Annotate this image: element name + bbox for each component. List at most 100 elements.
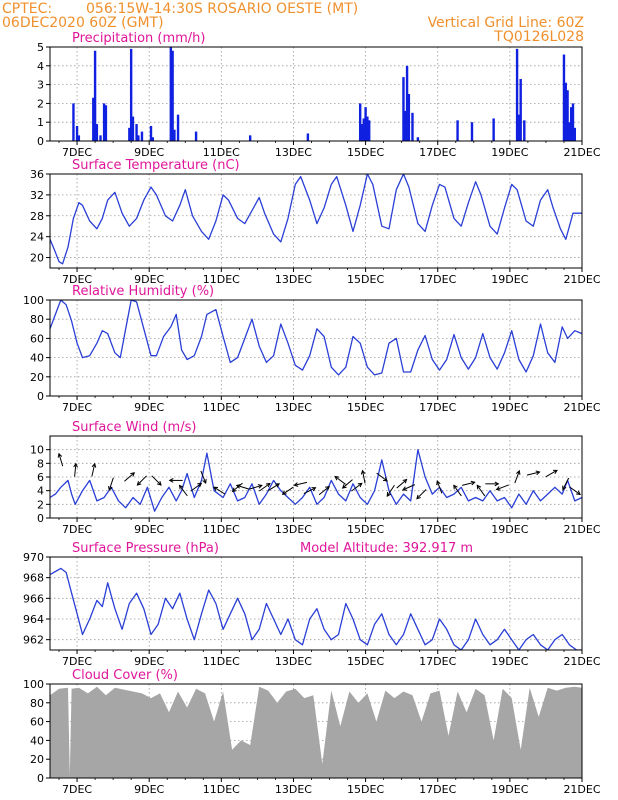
precip-bar: [566, 90, 569, 141]
temp-panel: Surface Temperature (nC) 20 24 28 32 36 7DEC 9D…: [30, 158, 601, 286]
precip-bar: [358, 103, 362, 141]
wind-ytick-label: 8: [37, 457, 44, 470]
cloud-ytick-label: 80: [30, 697, 44, 710]
precip-bar: [569, 107, 573, 141]
rh-ytick-label: 20: [30, 371, 44, 384]
wind-plot: [50, 449, 582, 512]
precip-bar: [362, 118, 365, 141]
rh-xtick-label: 13DEC: [275, 401, 312, 414]
rh-ytick-label: 0: [37, 390, 44, 403]
temp-ytick-label: 32: [30, 189, 44, 202]
cloud-xtick-label: 21DEC: [563, 783, 600, 796]
precip-bar: [405, 65, 409, 141]
wind-arrow: [386, 484, 395, 497]
wind-arrow: [168, 478, 183, 483]
precip-bar: [470, 122, 474, 141]
rh-panel: Relative Humidity (%) 0 20 40 60 80 100 7DEC 9DE…: [23, 284, 601, 414]
wind-arrow: [73, 462, 78, 477]
wind-arrow: [514, 469, 521, 484]
wind-arrow: [91, 462, 97, 477]
temp-ytick-label: 28: [30, 210, 44, 223]
cloud-ytick-label: 20: [30, 753, 44, 766]
pressure-xtick-label: 21DEC: [563, 655, 600, 668]
precip-ytick-label: 4: [37, 60, 44, 73]
header-date: 06DEC2020 60Z (GMT): [2, 15, 164, 31]
precip-ytick-label: 2: [37, 97, 44, 110]
wind-arrow: [341, 479, 353, 489]
wind-arrow: [396, 478, 408, 489]
header-grid-note: Vertical Grid Line: 60Z: [427, 15, 584, 31]
precip-xtick-label: 19DEC: [491, 146, 528, 159]
precip-bar: [169, 47, 173, 141]
wind-arrow: [526, 470, 541, 476]
wind-arrow: [235, 484, 250, 490]
wind-arrow: [57, 452, 64, 467]
rh-xtick-label: 19DEC: [491, 401, 528, 414]
wind-ytick-label: 0: [37, 512, 44, 525]
precip-bar: [404, 110, 407, 141]
temp-ytick-label: 24: [30, 231, 44, 244]
pressure-annotation: Model Altitude: 392.917 m: [300, 541, 473, 556]
wind-arrow: [303, 487, 317, 495]
precip-bar: [366, 116, 369, 141]
precip-xtick-label: 21DEC: [563, 146, 600, 159]
wind-arrow: [360, 469, 366, 484]
precip-frame: [49, 46, 583, 142]
precip-bar: [95, 124, 99, 141]
precip-bar: [571, 103, 575, 141]
wind-xtick-label: 15DEC: [347, 523, 384, 536]
precip-bar: [368, 120, 371, 141]
rh-xtick-label: 21DEC: [563, 401, 600, 414]
precip-plot: [72, 47, 576, 141]
rh-xtick-label: 15DEC: [347, 401, 384, 414]
precip-bar: [104, 105, 108, 141]
precip-bar: [517, 114, 521, 141]
rh-xtick-label: 9DEC: [134, 401, 164, 414]
cloud-title: Cloud Cover (%): [72, 668, 178, 683]
pressure-plot: [50, 567, 582, 650]
precip-bar: [129, 48, 133, 141]
precip-bar: [176, 114, 180, 141]
pressure-xtick-label: 17DEC: [419, 655, 456, 668]
rh-ytick-label: 80: [30, 313, 44, 326]
header-center: CPTEC:: [2, 1, 53, 17]
wind-arrow: [401, 484, 416, 491]
wind-arrow: [190, 482, 203, 492]
wind-arrow: [124, 472, 136, 482]
wind-arrow: [495, 484, 509, 491]
wind-arrow: [200, 470, 207, 485]
wind-arrow: [545, 469, 558, 478]
wind-arrow: [485, 481, 500, 487]
precip-bar: [416, 137, 420, 141]
cloud-xtick-label: 13DEC: [275, 783, 312, 796]
rh-ytick-label: 40: [30, 352, 44, 365]
precip-bar: [364, 107, 367, 141]
temp-plot: [50, 174, 582, 265]
wind-arrow: [461, 480, 476, 486]
cloud-xtick-label: 19DEC: [491, 783, 528, 796]
pressure-title: Surface Pressure (hPa): [72, 541, 219, 556]
precip-bar: [151, 137, 154, 141]
temp-title: Surface Temperature (nC): [72, 158, 240, 173]
temp-xtick-label: 17DEC: [419, 273, 456, 286]
precip-bar: [523, 120, 526, 141]
rh-xtick-label: 11DEC: [203, 401, 240, 414]
header-code: TQ0126L028: [494, 29, 584, 45]
precip-bar: [411, 112, 414, 141]
rh-series-line: [50, 300, 582, 376]
cloud-panel: Cloud Cover (%) 0 20 40 60 80 100 7DEC 9DEC 11DEC…: [23, 668, 601, 796]
precip-bar: [149, 125, 153, 141]
wind-arrow: [376, 472, 388, 482]
precip-ytick-label: 5: [37, 41, 44, 54]
wind-xtick-label: 9DEC: [134, 523, 164, 536]
precip-bar: [194, 131, 198, 141]
precip-bar: [562, 54, 566, 141]
precip-xtick-label: 17DEC: [419, 146, 456, 159]
rh-xtick-label: 7DEC: [62, 401, 92, 414]
header-location: 056:15W-14:30S ROSARIO OESTE (MT): [86, 1, 359, 17]
wind-xtick-label: 11DEC: [203, 523, 240, 536]
temp-xtick-label: 9DEC: [134, 273, 164, 286]
wind-arrow: [249, 484, 263, 490]
wind-arrow: [453, 484, 462, 497]
precip-bar: [407, 94, 411, 141]
